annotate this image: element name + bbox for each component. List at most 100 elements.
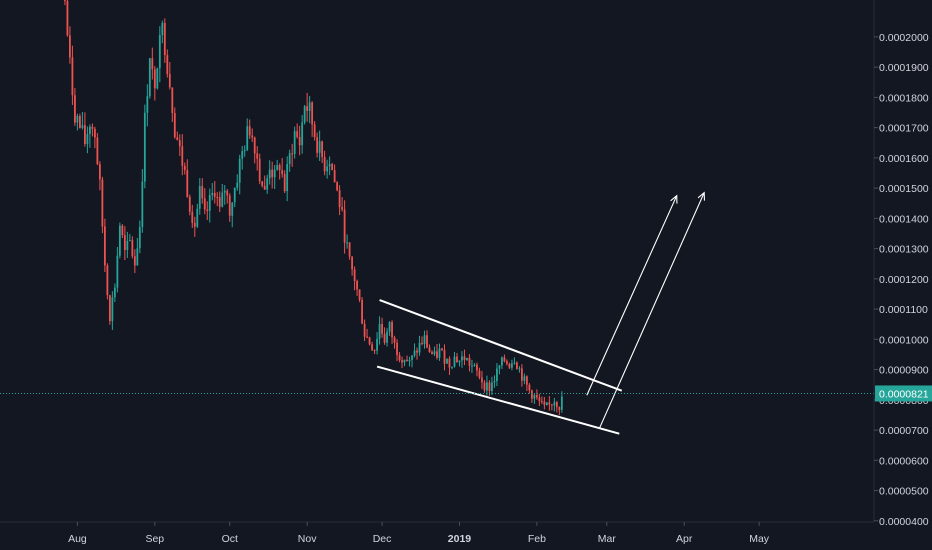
- price-tick-label: 0.0000700: [879, 425, 929, 437]
- candle: [553, 402, 556, 406]
- candle: [178, 140, 181, 147]
- candle: [313, 124, 316, 138]
- candle: [163, 22, 166, 56]
- candle: [338, 190, 341, 208]
- candle: [436, 351, 438, 358]
- candle: [128, 240, 131, 242]
- candle: [396, 342, 398, 356]
- candle: [550, 404, 553, 406]
- candle: [496, 368, 498, 382]
- candle: [351, 256, 353, 270]
- candle: [560, 396, 563, 410]
- candle: [403, 359, 406, 363]
- candle: [433, 351, 436, 355]
- candle: [311, 102, 314, 125]
- candle: [201, 186, 204, 199]
- candle: [518, 368, 521, 370]
- candle: [316, 137, 319, 153]
- candle: [326, 166, 329, 172]
- candle: [331, 164, 334, 171]
- candle: [530, 390, 533, 399]
- candle: [271, 169, 274, 178]
- candle: [540, 401, 543, 403]
- candle: [118, 225, 121, 256]
- candle: [186, 170, 189, 197]
- candle: [283, 174, 286, 192]
- candle: [516, 362, 518, 369]
- candle: [253, 137, 256, 154]
- price-axis[interactable]: 0.0000400 0.0000500 0.0000600 0.0000700 0.00…: [874, 32, 929, 528]
- price-tick-label: 0.0001700: [879, 123, 929, 135]
- candle: [366, 336, 368, 338]
- candle: [478, 370, 481, 378]
- candle: [113, 287, 116, 298]
- arrow-line-1: [586, 195, 678, 396]
- price-tick-label: 0.0001200: [879, 274, 929, 286]
- candle: [151, 58, 154, 70]
- candle: [173, 113, 176, 138]
- candle: [443, 350, 446, 364]
- candle: [411, 355, 413, 360]
- candle: [156, 68, 159, 89]
- candle: [208, 195, 211, 211]
- candle: [533, 395, 536, 399]
- drawings[interactable]: [376, 191, 705, 435]
- candle: [503, 357, 506, 362]
- candle: [291, 153, 294, 155]
- candle: [131, 240, 134, 257]
- candle: [328, 164, 331, 167]
- candle: [406, 359, 408, 362]
- price-tick-label: 0.0001000: [879, 334, 929, 346]
- candle: [241, 151, 244, 159]
- candle: [278, 165, 281, 171]
- candle: [451, 366, 453, 368]
- candle: [136, 248, 139, 266]
- last-price-label-background: [875, 385, 932, 402]
- candle: [91, 126, 94, 129]
- candle: [473, 364, 476, 366]
- candle: [506, 361, 508, 364]
- candle: [206, 209, 209, 211]
- candle: [383, 333, 386, 343]
- candle: [138, 227, 141, 249]
- candle: [545, 402, 548, 405]
- candle: [161, 22, 164, 36]
- candle: [168, 73, 171, 88]
- candle: [453, 356, 456, 367]
- time-tick-label: Feb: [528, 533, 546, 545]
- candle: [281, 170, 284, 175]
- time-tick-label: Sep: [145, 533, 164, 545]
- candle: [66, 0, 69, 36]
- candle: [223, 190, 226, 193]
- candle: [171, 87, 174, 114]
- candle: [251, 135, 254, 138]
- candle: [106, 265, 109, 296]
- candle: [381, 323, 383, 334]
- candle: [491, 382, 493, 392]
- candle: [423, 335, 426, 344]
- candle: [476, 364, 478, 371]
- candle: [521, 368, 523, 381]
- candle: [488, 382, 491, 392]
- candle: [418, 342, 421, 353]
- candle: [181, 146, 184, 166]
- candle: [158, 35, 161, 69]
- candle: [456, 356, 458, 363]
- candle: [268, 169, 271, 179]
- candle: [191, 211, 194, 223]
- candle: [81, 125, 84, 128]
- candle: [323, 156, 326, 172]
- candle: [336, 182, 339, 191]
- candle: [84, 125, 86, 145]
- candles: [64, 0, 563, 416]
- candle: [196, 208, 199, 227]
- candle: [213, 192, 216, 197]
- candle: [216, 196, 219, 198]
- candle: [64, 0, 66, 1]
- candle: [263, 185, 266, 190]
- time-axis[interactable]: Aug Sep Oct Nov Dec 2019 Feb Mar Apr May: [68, 522, 770, 545]
- candle: [386, 331, 388, 343]
- arrow-line-2: [598, 192, 705, 429]
- candle: [511, 363, 513, 368]
